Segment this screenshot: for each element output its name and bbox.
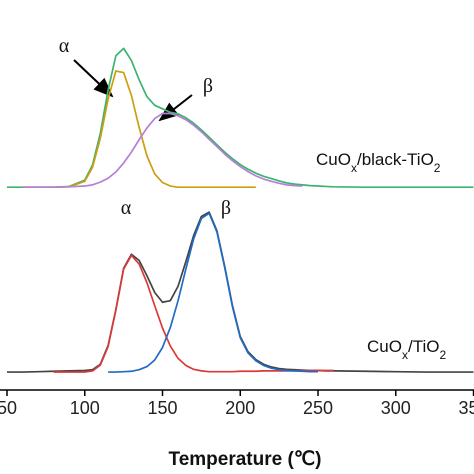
annotation-part: /TiO (408, 337, 439, 356)
x-tick-label: 250 (303, 398, 333, 418)
annotation: α (59, 35, 70, 57)
x-tick-label: 350 (459, 398, 474, 418)
annotation-part: CuO (316, 150, 351, 169)
arrow (73, 59, 114, 98)
x-tick-label: 100 (70, 398, 100, 418)
annotation-part: α (59, 35, 70, 57)
arrow (158, 94, 193, 122)
series-line (7, 47, 474, 189)
annotation-part: 2 (434, 161, 441, 175)
annotation: β (221, 197, 231, 219)
x-tick-label: 50 (0, 398, 17, 418)
series-line (53, 254, 334, 373)
annotation: β (203, 75, 213, 97)
x-tick-label: 200 (225, 398, 255, 418)
annotation-part: x (351, 161, 357, 175)
x-axis-label: Temperature (℃) (169, 449, 322, 470)
annotation: CuOx/black-TiO2 (316, 150, 441, 175)
annotation-part: α (121, 197, 132, 219)
annotation-part: β (221, 197, 231, 219)
x-tick-label: 300 (381, 398, 411, 418)
annotation-part: CuO (367, 337, 402, 356)
series-line (22, 70, 256, 189)
annotation-part: 2 (439, 348, 446, 362)
series-line (108, 212, 319, 373)
annotation-part: x (402, 348, 408, 362)
annotation: α (121, 197, 132, 219)
series-line (22, 112, 303, 189)
x-tick-label: 150 (147, 398, 177, 418)
annotation-part: β (203, 75, 213, 97)
annotation-part: /black-TiO (357, 150, 434, 169)
annotation: CuOx/TiO2 (367, 337, 446, 362)
